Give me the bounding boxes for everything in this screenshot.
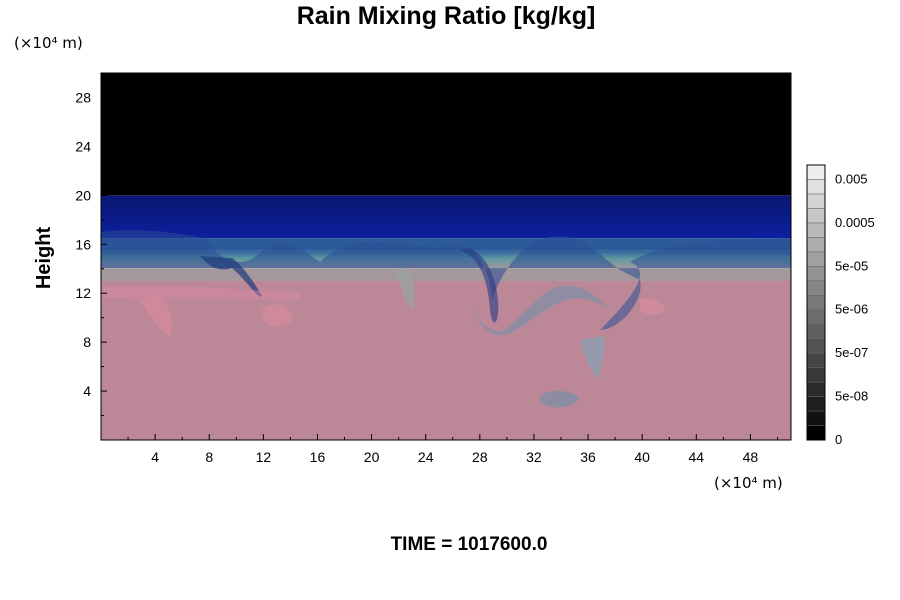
colorbar-tick-label: 5e-05 [835,258,868,273]
colorbar-level [806,237,826,253]
x-tick-label: 40 [634,449,650,465]
colorbar-level [806,338,826,354]
field-layer-4 [101,268,791,281]
colorbar-level [806,381,826,397]
turbulence-features [101,230,791,408]
colorbar-tick-label: 5e-07 [835,345,868,360]
colorbar-level [806,410,826,426]
colorbar-frame [806,164,826,441]
x-tick-label: 20 [364,449,380,465]
colorbar [806,164,826,441]
time-label: TIME = 1017600.0 [391,534,548,555]
colorbar-level [806,222,826,238]
colorbar-tick-label: 0 [835,432,842,447]
y-tick-label: 28 [75,89,91,105]
y-unit-label: (×10⁴ m) [14,34,83,52]
colorbar-level [806,280,826,296]
colorbar-level [806,309,826,325]
x-tick-label: 12 [256,449,272,465]
y-tick-label: 8 [83,334,91,350]
x-tick-label: 36 [580,449,596,465]
x-tick-label: 32 [526,449,542,465]
colorbar-level [806,425,826,441]
colorbar-level [806,266,826,282]
y-axis-label: Height [33,227,55,290]
colorbar-level [806,295,826,310]
y-tick-label: 16 [75,236,91,252]
x-tick-label: 24 [418,449,434,465]
x-unit-label: (×10⁴ m) [714,474,783,492]
y-tick-label: 20 [75,187,91,203]
y-tick-label: 24 [75,138,91,154]
colorbar-level [806,251,826,267]
x-axis: 4 8 12 16 20 24 28 32 36 40 44 48 [127,434,778,465]
colorbar-level [806,193,826,209]
colorbar-tick-label: 5e-06 [835,302,868,317]
x-tick-label: 44 [689,449,705,465]
field-layer-5 [101,280,791,440]
y-axis: 4 8 12 16 20 24 28 [75,89,107,417]
y-tick-label: 12 [75,285,91,301]
y-tick-label: 4 [83,383,91,399]
colorbar-tick-label: 5e-08 [835,389,868,404]
plot-frame [100,72,792,441]
x-tick-label: 16 [310,449,326,465]
colorbar-level [806,208,826,224]
colorbar-level [806,323,826,339]
colorbar-tick-label: 0.005 [835,171,868,186]
colorbar-level [806,179,826,195]
plot-area [101,73,791,440]
field-layer-0 [101,73,791,196]
colorbar-level [806,396,826,412]
field-layer-1 [101,195,791,239]
chart-title: Rain Mixing Ratio [kg/kg] [297,2,596,30]
x-tick-label: 28 [472,449,488,465]
x-tick-label: 48 [743,449,759,465]
colorbar-level [806,352,826,368]
x-tick-label: 4 [151,449,159,465]
x-tick-label: 8 [205,449,213,465]
colorbar-level [806,164,826,180]
colorbar-tick-label: 0.0005 [835,215,875,230]
colorbar-labels: 0 5e-08 5e-07 5e-06 5e-05 0.0005 0.005 [835,171,875,447]
colorbar-level [806,367,826,383]
